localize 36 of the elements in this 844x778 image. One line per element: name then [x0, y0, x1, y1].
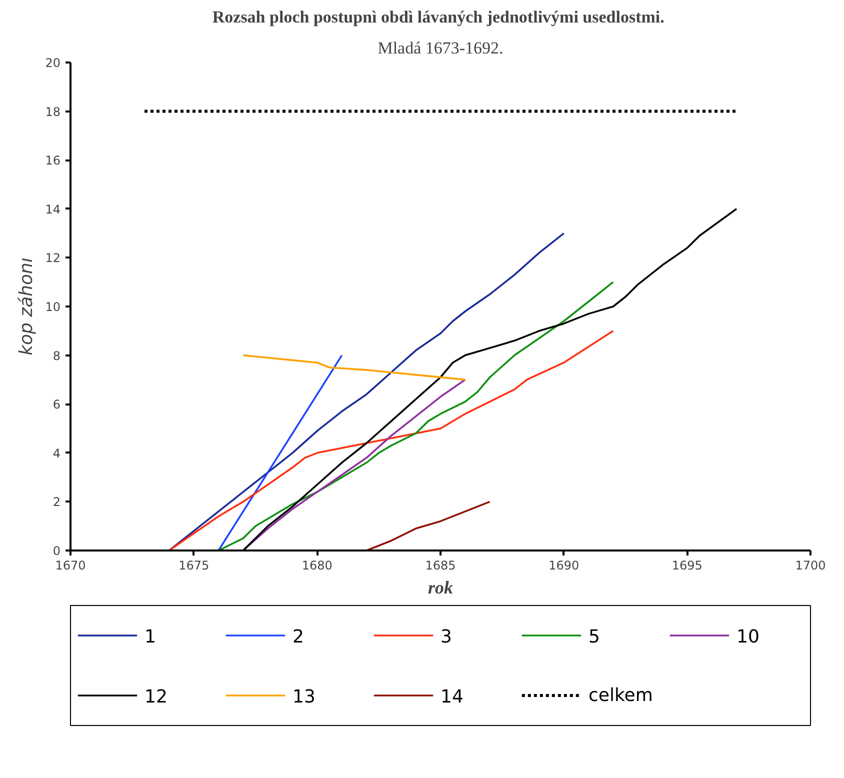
y-axis-title: kop záhonı	[16, 258, 38, 356]
legend-label: 13	[292, 686, 316, 708]
y-tick-label: 6	[52, 398, 61, 412]
x-tick-label: 1695	[672, 558, 702, 572]
x-tick-label: 1675	[178, 558, 210, 572]
x-tick-label: 1685	[425, 558, 456, 572]
x-tick-label: 1690	[548, 558, 580, 572]
y-tick-label: 8	[52, 348, 61, 363]
x-tick-label: 1670	[55, 558, 86, 572]
y-tick-label: 18	[45, 104, 61, 119]
legend-label: 14	[440, 686, 464, 708]
legend-label: 5	[588, 626, 600, 648]
y-tick-label: 16	[45, 154, 61, 168]
y-tick-label: 12	[45, 251, 61, 266]
line-series	[218, 281, 614, 550]
legend-label: 1	[144, 626, 156, 648]
legend-label: celkem	[588, 685, 653, 706]
legend-label: 3	[440, 626, 452, 648]
y-tick-label: 2	[52, 495, 61, 510]
line-series	[366, 500, 491, 550]
y-tick-label: 14	[45, 202, 61, 216]
chart-title: Rozsah ploch postupnì obdì lávaných jednotlivými usedlostmi.	[212, 8, 664, 26]
x-axis-title: rok	[428, 578, 454, 598]
x-tick-label: 1700	[795, 558, 826, 572]
legend-label: 12	[144, 686, 168, 708]
line-series	[168, 232, 565, 550]
line-series	[168, 330, 614, 550]
line-series	[242, 354, 466, 381]
legend-label: 10	[736, 626, 760, 648]
chart-subtitle: Mladá 1673-1692.	[378, 38, 504, 58]
y-tick-label: 20	[45, 56, 61, 70]
legend-label: 2	[292, 626, 304, 648]
x-tick-label: 1680	[302, 558, 332, 572]
y-tick-label: 10	[45, 300, 61, 314]
y-tick-label: 4	[52, 446, 61, 460]
y-tick-label: 0	[52, 544, 61, 558]
